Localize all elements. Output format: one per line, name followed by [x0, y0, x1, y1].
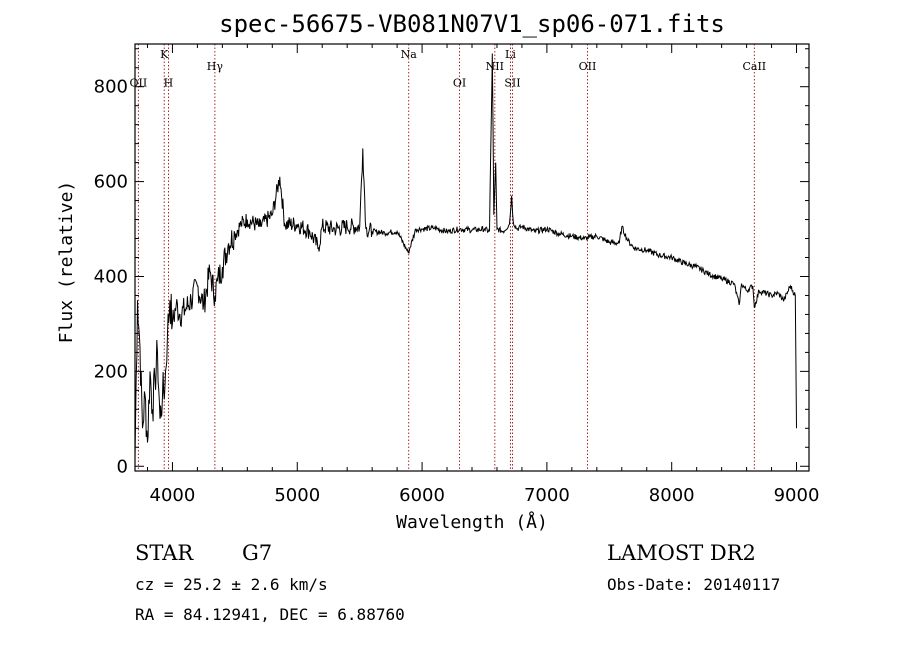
coords-text: RA = 84.12941, DEC = 6.88760: [135, 605, 405, 624]
object-subclass: G7: [242, 541, 272, 565]
reference-line-label: Hγ: [207, 60, 224, 73]
plot-frame: [134, 43, 810, 472]
x-axis-title: Wavelength (Å): [396, 511, 548, 533]
y-axis-title: Flux (relative): [56, 181, 77, 344]
reference-line-label: OI: [453, 77, 466, 90]
reference-line-label: K: [160, 48, 169, 61]
y-tick-label: 800: [94, 77, 128, 98]
x-tick-label: 5000: [274, 485, 320, 506]
y-tick-label: 0: [117, 456, 128, 477]
spectrum-line: [134, 53, 797, 457]
x-tick-label: 8000: [649, 485, 695, 506]
reference-line-label: CaII: [742, 60, 766, 73]
x-tick-label: 7000: [524, 485, 570, 506]
reference-line-label: NII: [486, 60, 504, 73]
y-tick-label: 200: [94, 361, 128, 382]
obs-date-text: Obs-Date: 20140117: [607, 575, 780, 594]
x-tick-label: 6000: [399, 485, 445, 506]
chart-title: spec-56675-VB081N07V1_sp06-071.fits: [219, 10, 725, 38]
survey-name: LAMOST DR2: [607, 541, 756, 565]
y-tick-label: 600: [94, 172, 128, 193]
x-tick-label: 9000: [774, 485, 820, 506]
reference-line-label: OII: [130, 77, 148, 90]
y-tick-label: 400: [94, 266, 128, 287]
reference-line-label: Na: [401, 48, 418, 61]
reference-line-label: SII: [504, 77, 520, 90]
x-tick-label: 4000: [150, 485, 196, 506]
object-class: STAR: [135, 541, 194, 565]
reference-line-label: H: [164, 77, 174, 90]
redshift-text: cz = 25.2 ± 2.6 km/s: [135, 575, 328, 594]
reference-line-label: OII: [579, 60, 597, 73]
info-panel: STAR G7 LAMOST DR2 cz = 25.2 ± 2.6 km/s …: [135, 541, 780, 624]
reference-line-label: Li: [505, 48, 516, 61]
